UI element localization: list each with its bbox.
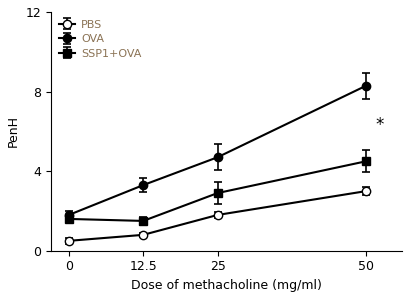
Y-axis label: PenH: PenH	[7, 115, 20, 147]
Legend: PBS, OVA, SSP1+OVA: PBS, OVA, SSP1+OVA	[56, 18, 144, 61]
X-axis label: Dose of methacholine (mg/ml): Dose of methacholine (mg/ml)	[131, 279, 322, 292]
Text: *: *	[375, 116, 384, 134]
